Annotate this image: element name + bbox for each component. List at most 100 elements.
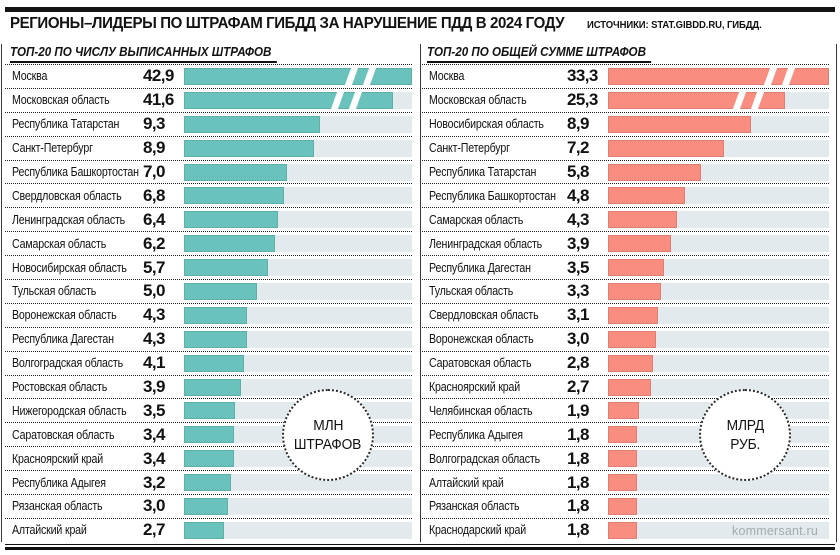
unit-badge: МЛН ШТРАФОВ — [282, 389, 374, 481]
table-row: Краснодарский край 1,8 — [422, 517, 829, 542]
value-label: 4,8 — [567, 185, 589, 205]
bar-fill — [608, 474, 637, 492]
region-label: Республика Башкортостан — [12, 165, 139, 179]
bar-fill — [608, 426, 637, 444]
bar-fill — [184, 139, 315, 157]
table-row: Республика Татарстан 5,8 — [422, 159, 829, 184]
bar-track — [184, 67, 412, 85]
value-label: 3,5 — [143, 400, 165, 420]
value-label: 8,9 — [143, 138, 165, 158]
table-row: Волгоградская область 4,1 — [5, 350, 412, 375]
table-row: Самарская область 4,3 — [422, 207, 829, 231]
bar-fill — [608, 187, 686, 205]
bar-track — [608, 163, 829, 181]
region-label: Свердловская область — [429, 308, 539, 323]
value-label: 3,1 — [567, 305, 589, 325]
value-label: 2,7 — [143, 520, 165, 540]
table-row: Рязанская область 3,0 — [5, 494, 412, 518]
value-label: 1,8 — [567, 472, 589, 492]
bar-fill — [184, 163, 287, 181]
region-label: Ленинградская область — [429, 236, 543, 251]
region-label: Московская область — [429, 93, 527, 108]
bar-fill — [608, 450, 637, 468]
region-label: Самарская область — [12, 236, 107, 251]
value-label: 3,9 — [567, 233, 589, 253]
bar-panels: ТОП-20 ПО ЧИСЛУ ВЫПИСАННЫХ ШТРАФОВ Москв… — [2, 44, 836, 542]
table-row: Красноярский край 2,7 — [422, 374, 829, 399]
bar-track — [184, 211, 412, 229]
region-label: Московская область — [12, 93, 110, 108]
bar-track — [608, 211, 829, 229]
value-label: 2,7 — [567, 377, 589, 397]
unit-badge-line2: ШТРАФОВ — [294, 436, 362, 453]
unit-badge-line1: МЛРД — [726, 417, 764, 434]
bar-fill — [184, 450, 234, 468]
bar-track — [608, 474, 829, 492]
bar-fill — [184, 187, 284, 205]
table-row: Воронежская область 4,3 — [5, 302, 412, 327]
sources-label: ИСТОЧНИКИ: STAT.GIBDD.RU, ГИБДД. — [587, 20, 762, 31]
axis-break-icon — [762, 67, 797, 85]
value-label: 42,9 — [143, 66, 174, 86]
watermark: kommersant.ru — [732, 524, 818, 538]
bar-track — [184, 306, 412, 324]
value-label: 1,9 — [567, 400, 589, 420]
panel-divider-line — [420, 44, 421, 542]
value-label: 3,0 — [143, 496, 165, 516]
bar-track — [608, 378, 829, 396]
table-row: Алтайский край 2,7 — [5, 517, 412, 542]
value-label: 6,4 — [143, 209, 165, 229]
bar-track — [184, 497, 412, 515]
value-label: 1,8 — [567, 520, 589, 540]
table-row: Республика Башкортостан 7,0 — [5, 159, 412, 184]
bar-track — [608, 354, 829, 372]
table-row: Санкт-Петербург 7,2 — [422, 135, 829, 160]
value-label: 1,8 — [567, 424, 589, 444]
bar-track — [608, 91, 829, 109]
bar-track — [608, 521, 829, 539]
axis-break-icon — [329, 91, 364, 109]
table-row: Воронежская область 3,0 — [422, 326, 829, 351]
bar-fill — [608, 139, 724, 157]
panel-title: ТОП-20 ПО ЧИСЛУ ВЫПИСАННЫХ ШТРАФОВ — [10, 44, 419, 64]
value-label: 4,3 — [143, 305, 165, 325]
bar-track — [608, 259, 829, 277]
value-label: 33,3 — [567, 66, 598, 86]
region-label: Республика Адыгея — [429, 427, 523, 442]
bar-track — [608, 497, 829, 515]
bar-fill — [184, 282, 258, 300]
value-label: 41,6 — [143, 90, 174, 110]
value-label: 8,9 — [567, 114, 589, 134]
region-label: Алтайский край — [429, 475, 504, 490]
bar-track — [184, 521, 412, 539]
bar-track — [184, 163, 412, 181]
table-row: Москва 33,3 — [422, 64, 829, 88]
bar-fill — [184, 378, 242, 396]
value-label: 3,3 — [567, 281, 589, 301]
table-row: Московская область 41,6 — [5, 87, 412, 112]
bar-fill — [184, 354, 245, 372]
bar-fill — [184, 91, 394, 109]
region-label: Москва — [12, 69, 48, 84]
bar-track — [608, 67, 829, 85]
bar-fill — [184, 497, 228, 515]
region-label: Саратовская область — [12, 427, 115, 442]
table-row: Московская область 25,3 — [422, 87, 829, 112]
region-label: Краснодарский край — [429, 523, 527, 538]
region-label: Новосибирская область — [429, 117, 544, 132]
bar-track — [608, 330, 829, 348]
bar-track — [184, 474, 412, 492]
bar-fill — [608, 259, 665, 277]
bar-track — [608, 306, 829, 324]
bar-fill — [608, 497, 637, 515]
region-label: Новосибирская область — [12, 260, 127, 275]
value-label: 7,0 — [143, 162, 165, 181]
bar-fill — [608, 67, 829, 85]
region-label: Нижегородская область — [12, 403, 127, 418]
bar-fill — [184, 115, 321, 133]
region-label: Тульская область — [12, 284, 97, 299]
panel-fines-count: ТОП-20 ПО ЧИСЛУ ВЫПИСАННЫХ ШТРАФОВ Москв… — [2, 44, 419, 542]
bar-fill — [184, 67, 412, 85]
table-row: Республика Дагестан 3,5 — [422, 255, 829, 279]
bar-fill — [184, 330, 248, 348]
